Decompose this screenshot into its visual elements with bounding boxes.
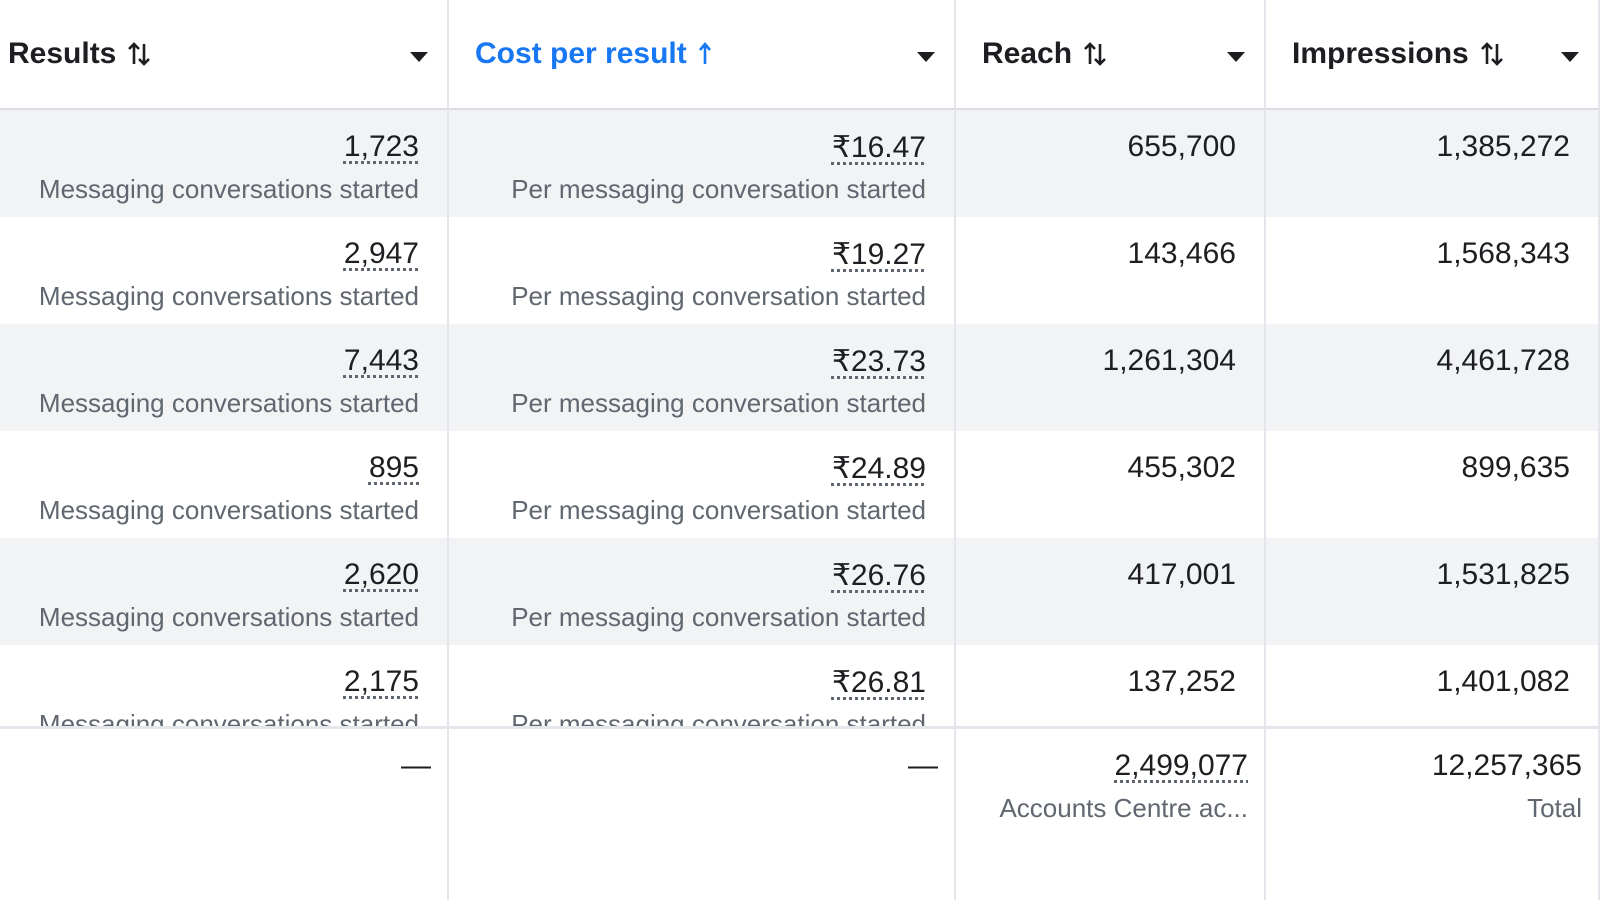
cell-label: Per messaging conversation started <box>511 495 926 525</box>
table-cell: 899,635 <box>1266 431 1600 538</box>
column-header[interactable]: Reach <box>956 0 1266 110</box>
table-cell: 7,443 Messaging conversations started <box>0 324 449 431</box>
table-row: 2,175 Messaging conversations started ₹26.… <box>0 645 1600 726</box>
cell-value: 1,261,304 <box>1102 344 1236 377</box>
cell-label: Total <box>1527 793 1582 823</box>
table-cell: 655,700 <box>956 110 1266 217</box>
cell-value: ₹26.76 <box>831 559 926 592</box>
table-cell: ₹23.73 Per messaging conversation started <box>449 324 956 431</box>
cell-label: Per messaging conversation started <box>511 388 926 418</box>
cell-value: 4,461,728 <box>1436 344 1570 377</box>
cell-label: Messaging conversations started <box>38 281 419 311</box>
sort-icon <box>1480 42 1503 66</box>
table-cell: 4,461,728 <box>1266 324 1600 431</box>
cell-value: 2,620 <box>343 558 419 591</box>
table-cell: ₹24.89 Per messaging conversation started <box>449 431 956 538</box>
cell-label: Accounts Centre ac... <box>999 793 1248 823</box>
cell-value: 2,175 <box>343 665 419 698</box>
cell-value: 655,700 <box>1127 130 1236 163</box>
cell-label: Per messaging conversation started <box>511 709 926 726</box>
table-footer: — — 2,499,077 Accounts Centre ac... 12,257,3… <box>0 726 1600 900</box>
cell-value: 899,635 <box>1461 451 1570 484</box>
column-title[interactable]: Reach <box>982 37 1073 70</box>
cell-value: 143,466 <box>1127 237 1236 270</box>
column-header[interactable]: Impressions <box>1266 0 1600 110</box>
table-cell: 1,531,825 <box>1266 538 1600 645</box>
cell-label: Messaging conversations started <box>38 495 419 525</box>
table-cell: — <box>0 729 449 900</box>
cell-value: 2,947 <box>343 237 419 270</box>
cell-value: 2,499,077 <box>1114 749 1248 782</box>
table-row: 1,723 Messaging conversations started ₹16.… <box>0 110 1600 217</box>
table-cell: 2,499,077 Accounts Centre ac... <box>956 729 1266 900</box>
table-row: 2,947 Messaging conversations started ₹19.… <box>0 217 1600 324</box>
table-cell: 143,466 <box>956 217 1266 324</box>
table-row: 895 Messaging conversations started ₹24.89… <box>0 431 1600 538</box>
cell-value: ₹26.81 <box>831 666 926 699</box>
cell-value: 1,385,272 <box>1436 130 1570 163</box>
column-title[interactable]: Cost per result <box>475 37 687 70</box>
table-cell: ₹19.27 Per messaging conversation started <box>449 217 956 324</box>
table-row: 2,620 Messaging conversations started ₹26.… <box>0 538 1600 645</box>
table-cell: 1,568,343 <box>1266 217 1600 324</box>
table-cell: 2,620 Messaging conversations started <box>0 538 449 645</box>
cell-value: ₹19.27 <box>831 238 926 271</box>
table-body: 1,723 Messaging conversations started ₹16.… <box>0 110 1600 726</box>
table-cell: 1,261,304 <box>956 324 1266 431</box>
cell-value: ₹23.73 <box>831 345 926 378</box>
dropdown-caret <box>1227 52 1245 62</box>
cell-value: ₹24.89 <box>831 452 926 485</box>
cell-label: Messaging conversations started <box>38 709 419 726</box>
table-cell: 1,385,272 <box>1266 110 1600 217</box>
cell-value: — <box>908 749 938 782</box>
dropdown-caret <box>917 52 935 62</box>
cell-value: 417,001 <box>1127 558 1236 591</box>
cell-value: 1,568,343 <box>1436 237 1570 270</box>
cell-value: 1,401,082 <box>1436 665 1570 698</box>
cell-value: 455,302 <box>1127 451 1236 484</box>
cell-value: — <box>401 749 431 782</box>
cell-label: Messaging conversations started <box>38 388 419 418</box>
cell-value: 7,443 <box>343 344 419 377</box>
table-cell: 895 Messaging conversations started <box>0 431 449 538</box>
table-cell: 2,947 Messaging conversations started <box>0 217 449 324</box>
table-cell: — <box>449 729 956 900</box>
table-cell: ₹26.76 Per messaging conversation started <box>449 538 956 645</box>
table-cell: 417,001 <box>956 538 1266 645</box>
column-header[interactable]: Results <box>0 0 449 110</box>
cell-label: Per messaging conversation started <box>511 281 926 311</box>
cell-value: 1,723 <box>343 130 419 163</box>
dropdown-caret <box>1561 52 1579 62</box>
cell-value: 895 <box>368 451 419 484</box>
table-cell: 455,302 <box>956 431 1266 538</box>
column-header[interactable]: Cost per result <box>449 0 956 110</box>
cell-label: Per messaging conversation started <box>511 602 926 632</box>
cell-value: 1,531,825 <box>1436 558 1570 591</box>
table-cell: 12,257,365 Total <box>1266 729 1600 900</box>
sort-icon <box>128 42 151 66</box>
cell-value: 12,257,365 <box>1431 749 1582 782</box>
table-cell: ₹16.47 Per messaging conversation started <box>449 110 956 217</box>
table-cell: 2,175 Messaging conversations started <box>0 645 449 726</box>
column-title[interactable]: Impressions <box>1292 37 1469 70</box>
table-cell: ₹26.81 Per messaging conversation started <box>449 645 956 726</box>
sort-icon <box>1084 42 1106 66</box>
table-cell: 137,252 <box>956 645 1266 726</box>
cell-value: 137,252 <box>1127 665 1236 698</box>
cell-label: Messaging conversations started <box>38 174 419 204</box>
cell-label: Messaging conversations started <box>38 602 419 632</box>
cell-label: Per messaging conversation started <box>511 174 926 204</box>
table-cell: 1,723 Messaging conversations started <box>0 110 449 217</box>
table-row: 7,443 Messaging conversations started ₹23.… <box>0 324 1600 431</box>
table-cell: 1,401,082 <box>1266 645 1600 726</box>
column-title[interactable]: Results <box>8 37 117 70</box>
cell-value: ₹16.47 <box>831 131 926 164</box>
sort-icon <box>698 41 711 64</box>
dropdown-caret <box>410 52 428 62</box>
